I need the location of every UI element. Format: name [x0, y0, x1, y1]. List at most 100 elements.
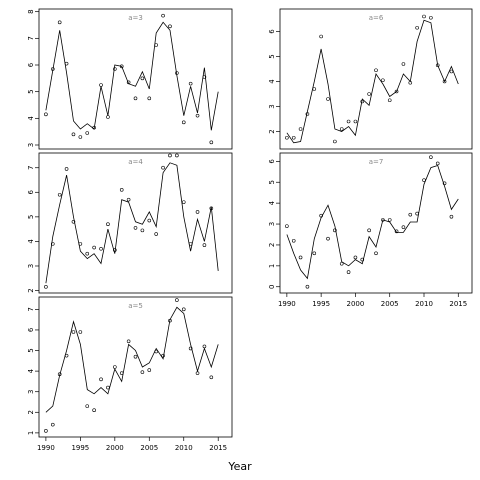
- y-tick-label: 8: [27, 9, 35, 13]
- data-point: [333, 228, 337, 233]
- y-tick-label: 0: [268, 284, 276, 288]
- data-point: [154, 349, 158, 354]
- data-point: [435, 161, 440, 166]
- data-point: [78, 242, 83, 246]
- y-tick-label: 2: [27, 288, 35, 292]
- data-point: [161, 353, 165, 358]
- data-point: [429, 155, 433, 159]
- data-point: [168, 24, 172, 29]
- data-point: [44, 112, 48, 117]
- data-point: [133, 96, 138, 101]
- data-point: [188, 346, 193, 351]
- data-point: [408, 212, 413, 217]
- data-point: [50, 422, 55, 427]
- x-tick-label: 2015: [209, 444, 227, 452]
- data-point: [175, 153, 179, 158]
- data-point: [291, 238, 296, 243]
- y-tick-label: 4: [268, 79, 276, 84]
- y-tick-label: 7: [27, 166, 35, 170]
- data-point: [195, 210, 200, 214]
- x-tick-label: 1995: [71, 444, 89, 452]
- data-point: [346, 119, 351, 124]
- series-line: [286, 19, 459, 144]
- data-point: [71, 132, 76, 137]
- panel-2: a=4 2 3 4 5 6 7: [27, 152, 233, 294]
- data-point: [106, 385, 110, 390]
- x-tick-label: 2005: [140, 444, 158, 452]
- data-point: [119, 371, 124, 375]
- data-point: [106, 222, 110, 227]
- y-tick-label: 1: [268, 264, 276, 268]
- y-tick-label: 1: [27, 431, 35, 435]
- data-point: [126, 197, 131, 202]
- data-point: [353, 255, 358, 260]
- data-point: [415, 211, 419, 216]
- y-tick-label: 7: [27, 307, 35, 311]
- data-point: [339, 127, 344, 131]
- y-tick-label: 6: [268, 159, 276, 164]
- data-point: [168, 318, 172, 323]
- data-point: [85, 251, 90, 256]
- data-point: [147, 368, 152, 372]
- data-point: [374, 251, 378, 256]
- data-point: [85, 404, 90, 408]
- data-point: [394, 229, 399, 234]
- data-point: [415, 25, 419, 30]
- data-point: [387, 218, 392, 222]
- data-point: [449, 69, 454, 74]
- x-tick-label: 2010: [415, 300, 433, 308]
- y-tick-label: 4: [268, 200, 276, 205]
- data-point: [442, 181, 447, 186]
- data-point: [57, 192, 62, 197]
- data-point: [133, 354, 138, 359]
- data-point: [119, 64, 124, 69]
- data-point: [333, 139, 337, 144]
- data-point: [346, 270, 351, 274]
- y-tick-label: 7: [27, 36, 35, 40]
- panel-3: a=7 0 1 2 3 4 5 6 1990 1995 2000 2005 2010 2015: [268, 152, 473, 308]
- y-tick-label: 3: [27, 389, 35, 393]
- data-point: [353, 119, 358, 124]
- data-point: [298, 255, 303, 260]
- data-point: [175, 71, 179, 75]
- data-point: [374, 68, 378, 73]
- y-tick-label: 4: [27, 116, 35, 121]
- data-point: [326, 236, 330, 241]
- series-line: [45, 21, 219, 131]
- data-point: [181, 307, 186, 312]
- data-point: [202, 344, 207, 349]
- data-point: [50, 67, 55, 71]
- data-point: [50, 242, 55, 246]
- data-point: [85, 131, 90, 135]
- data-point: [78, 330, 83, 334]
- data-point: [119, 188, 124, 192]
- data-point: [209, 375, 214, 380]
- data-point: [291, 135, 296, 140]
- data-point: [381, 218, 385, 222]
- data-point: [44, 285, 48, 289]
- data-point: [298, 127, 303, 131]
- x-tick-label: 1990: [278, 300, 296, 308]
- data-point: [64, 353, 69, 358]
- data-point: [188, 242, 193, 246]
- data-point: [195, 371, 200, 375]
- panel-frame: [279, 152, 473, 294]
- panel-0: a=3 3 4 5 6 7 8: [27, 8, 233, 150]
- data-point: [154, 232, 158, 236]
- y-tick-label: 4: [27, 239, 35, 244]
- data-point: [57, 20, 62, 25]
- data-point: [209, 140, 214, 145]
- data-point: [64, 167, 69, 171]
- y-tick-label: 5: [27, 215, 35, 219]
- data-point: [126, 339, 131, 344]
- data-point: [140, 370, 145, 374]
- y-tick-label: 3: [27, 143, 35, 147]
- data-point: [113, 365, 117, 369]
- data-point: [312, 87, 317, 91]
- panel-4: a=5 1 2 3 4 5 6 7 1990 1995 2000 2005 2010 2015: [27, 296, 233, 452]
- data-point: [394, 89, 399, 94]
- data-point: [106, 115, 110, 119]
- data-point: [367, 92, 371, 96]
- data-point: [360, 257, 365, 262]
- data-point: [64, 61, 69, 66]
